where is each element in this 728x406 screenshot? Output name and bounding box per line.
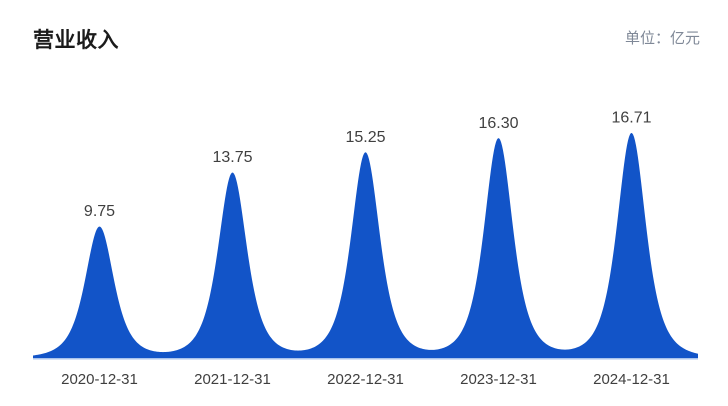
- value-label: 16.30: [478, 115, 518, 132]
- value-label: 15.25: [345, 129, 385, 146]
- chart-header: 营业收入 单位：亿元: [33, 24, 700, 54]
- chart-title: 营业收入: [33, 29, 119, 52]
- x-axis-label: 2020-12-31: [61, 371, 138, 388]
- revenue-area-series: [33, 133, 698, 358]
- value-label: 16.71: [611, 109, 651, 126]
- value-label: 13.75: [212, 149, 252, 166]
- x-axis-label: 2022-12-31: [327, 371, 404, 388]
- chart-unit-label: 单位：亿元: [624, 30, 700, 47]
- x-axis-label: 2021-12-31: [194, 371, 271, 388]
- x-axis-label: 2024-12-31: [593, 371, 670, 388]
- x-axis-label: 2023-12-31: [460, 371, 537, 388]
- value-label: 9.75: [84, 203, 115, 220]
